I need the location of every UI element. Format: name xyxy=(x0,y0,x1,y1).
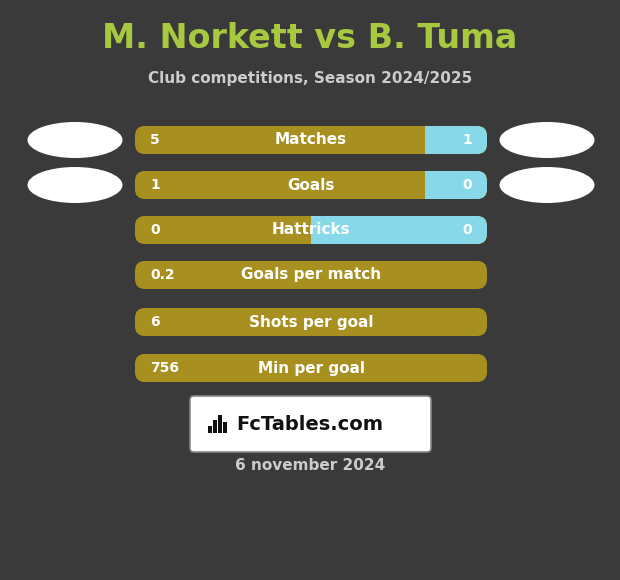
FancyBboxPatch shape xyxy=(425,171,487,199)
Text: 0.2: 0.2 xyxy=(150,268,175,282)
FancyBboxPatch shape xyxy=(190,396,431,452)
FancyBboxPatch shape xyxy=(135,216,487,244)
Text: Shots per goal: Shots per goal xyxy=(249,314,373,329)
Bar xyxy=(425,171,440,199)
Text: 6: 6 xyxy=(150,315,159,329)
Bar xyxy=(223,422,227,433)
Text: FcTables.com: FcTables.com xyxy=(236,415,384,433)
Bar xyxy=(213,420,217,433)
Bar xyxy=(425,126,440,154)
Ellipse shape xyxy=(27,167,123,203)
Text: 0: 0 xyxy=(150,223,159,237)
Text: 0: 0 xyxy=(463,223,472,237)
FancyBboxPatch shape xyxy=(135,126,487,154)
Text: Goals: Goals xyxy=(287,177,335,193)
Text: 756: 756 xyxy=(150,361,179,375)
Text: Hattricks: Hattricks xyxy=(272,223,350,237)
Text: 1: 1 xyxy=(150,178,160,192)
Text: 1: 1 xyxy=(463,133,472,147)
FancyBboxPatch shape xyxy=(135,171,487,199)
Ellipse shape xyxy=(500,167,595,203)
Bar xyxy=(311,216,326,244)
Text: Club competitions, Season 2024/2025: Club competitions, Season 2024/2025 xyxy=(148,71,472,85)
Text: Min per goal: Min per goal xyxy=(257,361,365,375)
Bar xyxy=(218,415,222,433)
FancyBboxPatch shape xyxy=(135,354,487,382)
Text: Goals per match: Goals per match xyxy=(241,267,381,282)
Text: M. Norkett vs B. Tuma: M. Norkett vs B. Tuma xyxy=(102,21,518,55)
Text: 0: 0 xyxy=(463,178,472,192)
Text: 5: 5 xyxy=(150,133,160,147)
Ellipse shape xyxy=(27,122,123,158)
FancyBboxPatch shape xyxy=(135,308,487,336)
Bar xyxy=(208,426,212,433)
Text: Matches: Matches xyxy=(275,132,347,147)
FancyBboxPatch shape xyxy=(425,126,487,154)
FancyBboxPatch shape xyxy=(135,261,487,289)
Text: 6 november 2024: 6 november 2024 xyxy=(235,459,385,473)
Ellipse shape xyxy=(500,122,595,158)
FancyBboxPatch shape xyxy=(311,216,487,244)
